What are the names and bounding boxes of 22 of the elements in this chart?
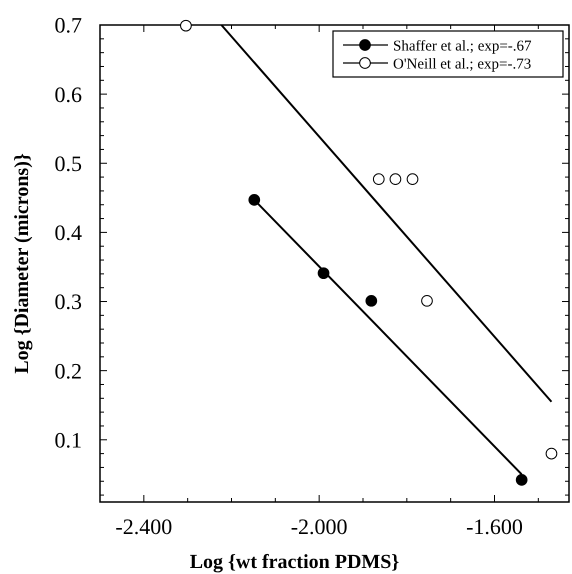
- y-tick-label: 0.5: [54, 150, 82, 176]
- y-tick-label: 0.3: [54, 289, 82, 314]
- y-tick-label: 0.4: [54, 220, 82, 246]
- point: [365, 294, 378, 307]
- point: [406, 173, 418, 185]
- legend-label: Shaffer et al.; exp=-.67: [393, 38, 532, 54]
- point: [372, 173, 385, 185]
- x-tick-label: -1.600: [466, 514, 523, 539]
- x-tick-label: -2.400: [115, 514, 172, 539]
- y-tick-label: 0.7: [54, 12, 82, 38]
- y-tick-label: 0.1: [54, 427, 82, 452]
- point: [516, 474, 528, 486]
- y-tick-label: 0.2: [54, 358, 82, 384]
- x-tick-label: -2.000: [290, 514, 348, 539]
- point: [421, 294, 433, 307]
- point: [180, 20, 192, 32]
- point: [390, 173, 402, 185]
- point: [546, 448, 558, 460]
- legend-label: O'Neill et al.; exp=-.73: [393, 56, 532, 72]
- x-axis-title: Log {wt fraction PDMS}: [190, 551, 400, 573]
- y-tick-label: 0.6: [54, 82, 82, 107]
- y-axis-title: Log {Diameter (microns)}: [11, 153, 33, 374]
